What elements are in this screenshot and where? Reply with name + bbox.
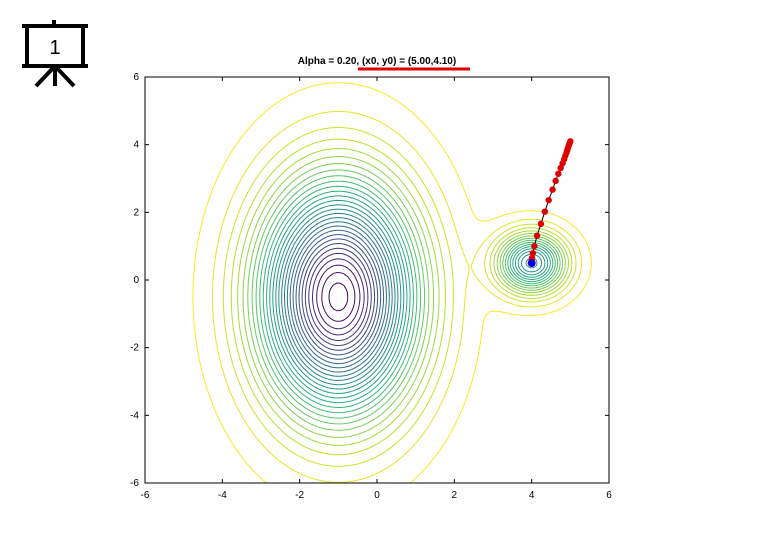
y-tick-label: 4	[133, 140, 139, 151]
descent-path-point	[545, 196, 552, 204]
contour-level	[278, 208, 538, 386]
contour-level	[262, 185, 554, 408]
contour-level	[298, 238, 379, 356]
contour-level	[242, 156, 566, 438]
contour-level	[272, 199, 546, 394]
y-tick-label: 6	[133, 72, 139, 83]
contour-level	[308, 252, 369, 341]
descent-path-point	[533, 232, 541, 239]
contour-level	[328, 282, 349, 312]
presentation-board-icon: 1	[20, 20, 92, 90]
contour-level	[247, 163, 564, 431]
descent-path-point	[531, 242, 538, 250]
contour-level	[295, 234, 382, 360]
x-tick-label: -2	[295, 490, 304, 501]
contour-level	[259, 180, 556, 414]
contour-level	[230, 138, 573, 456]
contour-level	[237, 148, 569, 446]
descent-path-point	[557, 164, 564, 172]
contour-level	[255, 175, 559, 419]
contour-level	[304, 247, 372, 346]
y-tick-label: -4	[130, 410, 139, 421]
chart-title: Alpha = 0.20, (x0, y0) = (5.00,4.10)	[298, 56, 456, 67]
x-tick-label: -6	[141, 490, 150, 501]
descent-path	[527, 138, 574, 268]
x-tick-label: -4	[218, 490, 227, 501]
x-tick-label: 6	[606, 490, 612, 501]
descent-path-point	[529, 250, 537, 257]
descent-path-point	[549, 186, 556, 193]
contour-level	[251, 169, 561, 425]
contour-lines	[192, 82, 592, 483]
y-tick-label: 0	[133, 275, 139, 286]
contour-level	[301, 243, 376, 351]
contour-level	[292, 229, 385, 365]
y-tick-label: 2	[133, 207, 139, 218]
descent-path-point	[555, 170, 562, 177]
contour-level	[275, 204, 543, 390]
y-tick-label: -2	[130, 343, 139, 354]
contour-level	[222, 127, 577, 467]
contour-level	[212, 111, 583, 483]
descent-path-point	[537, 220, 545, 228]
x-tick-label: 4	[529, 490, 535, 501]
descent-path-point	[552, 177, 559, 185]
contour-level	[269, 195, 549, 399]
y-tick-label: -6	[130, 478, 139, 489]
contour-level	[192, 82, 592, 483]
axes: -6 -4 -2 0 2 4 6 -6 -4 -2 0 2 4 6	[130, 72, 612, 501]
contour-level	[321, 272, 356, 322]
contour-level	[281, 212, 396, 381]
x-tick-label: 2	[452, 490, 458, 501]
x-tick-label: 0	[374, 490, 380, 501]
slide-number: 1	[49, 37, 60, 59]
contour-level	[286, 221, 390, 373]
contour-level	[289, 225, 387, 369]
contour-level	[312, 258, 365, 336]
contour-level	[316, 264, 361, 330]
contour-level	[284, 217, 393, 377]
descent-path-point	[541, 208, 549, 215]
contour-level	[266, 190, 551, 404]
final-point	[527, 259, 536, 268]
